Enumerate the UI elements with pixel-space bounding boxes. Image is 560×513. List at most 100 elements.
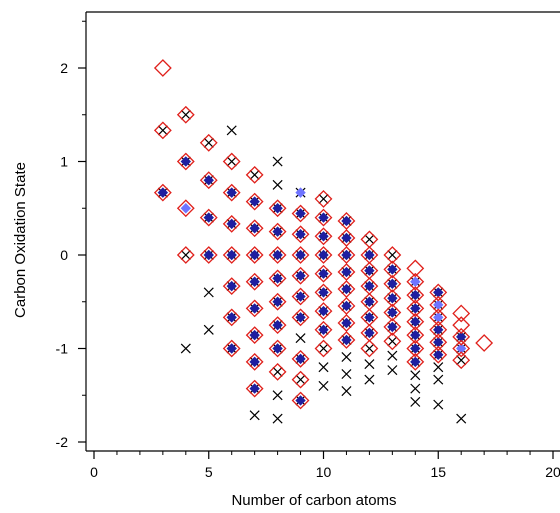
diamond-marker xyxy=(383,274,402,293)
filled-diamond-marker xyxy=(226,312,237,323)
filled-diamond-marker xyxy=(226,343,237,354)
diamond-marker xyxy=(222,277,241,296)
diamond-marker xyxy=(452,327,471,346)
x-tick-label: 15 xyxy=(430,464,446,480)
diamond-marker xyxy=(291,266,310,285)
filled-diamond-marker xyxy=(203,175,214,186)
cross-marker xyxy=(387,365,398,376)
diamond-marker xyxy=(222,246,241,264)
filled-diamond-marker xyxy=(272,343,283,354)
filled-diamond-marker xyxy=(249,329,260,341)
filled-diamond-marker xyxy=(364,249,375,261)
diamond-marker xyxy=(153,59,172,77)
cross-marker xyxy=(364,359,375,370)
cross-marker xyxy=(203,137,214,148)
filled-diamond-marker xyxy=(295,187,306,198)
cross-marker xyxy=(456,355,467,366)
diamond-marker xyxy=(337,297,356,315)
filled-diamond-marker xyxy=(341,334,352,346)
filled-diamond-marker xyxy=(364,280,375,292)
diamond-marker xyxy=(406,286,425,305)
filled-diamond-marker xyxy=(249,383,260,394)
filled-diamond-marker xyxy=(410,316,421,327)
cross-marker xyxy=(318,193,329,204)
filled-diamond-marker xyxy=(295,208,306,219)
diamond-marker xyxy=(314,189,333,208)
diamond-marker xyxy=(268,292,287,311)
diamond-marker xyxy=(360,339,379,358)
cross-marker xyxy=(318,380,329,391)
diamond-series xyxy=(153,59,494,410)
diamond-marker xyxy=(429,320,448,339)
diamond-marker xyxy=(222,214,241,233)
diamond-marker xyxy=(314,246,333,264)
filled-diamond-marker xyxy=(433,299,444,311)
diamond-marker xyxy=(153,183,172,202)
diamond-marker xyxy=(383,332,402,351)
diamond-marker xyxy=(314,208,333,227)
filled-diamond-marker xyxy=(295,395,306,406)
cross-marker xyxy=(387,249,398,261)
filled-diamond-marker xyxy=(387,321,398,333)
diamond-marker xyxy=(314,339,333,358)
diamond-marker xyxy=(452,351,471,370)
diamond-marker xyxy=(429,295,448,314)
diamond-marker xyxy=(429,333,448,352)
filled-diamond-marker xyxy=(387,278,398,289)
filled-diamond-marker xyxy=(295,291,306,302)
diamond-marker xyxy=(337,314,356,332)
filled-diamond-marker xyxy=(295,270,306,281)
filled-diamond-marker xyxy=(433,324,444,335)
diamond-marker xyxy=(291,287,310,306)
diamond-marker xyxy=(222,308,241,327)
filled-diamond-marker xyxy=(295,229,306,240)
cross-marker xyxy=(456,413,467,424)
filled-diamond-marker xyxy=(433,337,444,348)
filled-diamond-marker xyxy=(249,356,260,368)
filled-diamond-marker xyxy=(272,296,283,307)
x-tick-label: 0 xyxy=(90,464,98,480)
diamond-marker xyxy=(245,192,264,211)
diamond-marker xyxy=(337,229,356,247)
cross-series xyxy=(157,109,467,424)
cross-marker xyxy=(272,390,283,401)
diamond-marker xyxy=(268,339,287,358)
diamond-marker xyxy=(245,165,264,184)
filled-diamond-marker xyxy=(203,249,214,261)
cross-marker xyxy=(433,362,444,373)
filled-diamond-marker xyxy=(364,327,375,339)
diamond-marker xyxy=(314,283,333,302)
filled-diamond-marker xyxy=(341,300,352,312)
diamond-marker xyxy=(245,352,264,371)
filled-diamond-marker xyxy=(387,307,398,318)
filled-diamond-marker xyxy=(249,303,260,314)
filled-diamond-marker xyxy=(249,249,260,261)
filled-diamond-marker xyxy=(249,223,260,234)
cross-marker xyxy=(272,156,283,167)
diamond-marker xyxy=(222,183,241,202)
cross-marker xyxy=(226,125,237,136)
diamond-marker xyxy=(291,225,310,244)
y-tick-label: -2 xyxy=(56,434,69,450)
filled-diamond-marker xyxy=(272,203,283,214)
diamond-marker xyxy=(268,199,287,218)
y-tick-label: 1 xyxy=(60,154,68,170)
cross-marker xyxy=(364,234,375,245)
diamond-marker xyxy=(383,260,402,279)
cross-marker xyxy=(249,169,260,180)
diamond-marker xyxy=(337,246,356,264)
diamond-marker xyxy=(245,379,264,398)
filled-diamond-marker xyxy=(341,317,352,329)
filled-diamond-marker xyxy=(410,303,421,314)
cross-marker xyxy=(180,109,191,120)
diamond-marker xyxy=(199,208,218,227)
diamond-marker xyxy=(245,326,264,345)
filled-diamond-marker xyxy=(433,349,444,360)
y-axis-title: Carbon Oxidation State xyxy=(12,162,29,318)
diamond-marker xyxy=(337,212,356,230)
y-tick-label: 0 xyxy=(60,247,68,263)
cross-marker xyxy=(410,370,421,381)
diamond-marker xyxy=(291,204,310,223)
diamond-marker xyxy=(199,246,218,264)
